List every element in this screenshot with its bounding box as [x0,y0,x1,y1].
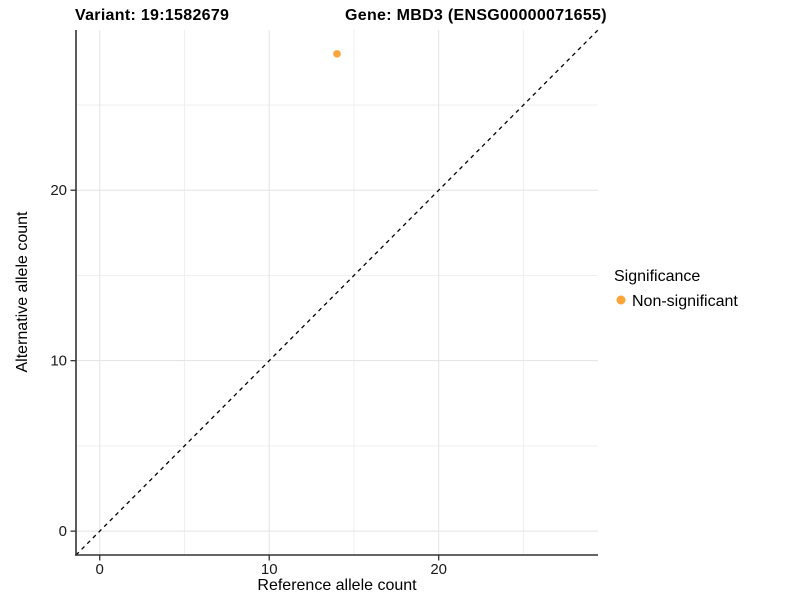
y-tick-label: 20 [50,182,67,199]
legend-title: Significance [614,268,700,285]
y-axis-ticks: 0 10 20 [50,182,76,540]
x-tick-label: 20 [430,561,447,578]
y-tick-label: 0 [59,523,67,540]
data-point [333,50,341,58]
x-axis-ticks: 0 10 20 [96,555,447,578]
legend-point-icon [616,295,626,305]
legend-item-label: Non-significant [632,293,738,310]
gridlines-major [76,30,598,555]
x-tick-label: 0 [96,561,104,578]
gridlines-minor [76,30,598,555]
gene-title: Gene: MBD3 (ENSG00000071655) [345,7,607,24]
x-axis-title: Reference allele count [257,577,417,594]
variant-title: Variant: 19:1582679 [75,7,229,24]
identity-line [75,29,599,556]
y-tick-label: 10 [50,353,67,370]
y-axis-title: Alternative allele count [14,211,31,373]
identity-dashed-line [75,29,599,556]
x-tick-label: 10 [261,561,278,578]
legend: Significance Non-significant [614,268,738,310]
data-points [333,50,341,58]
